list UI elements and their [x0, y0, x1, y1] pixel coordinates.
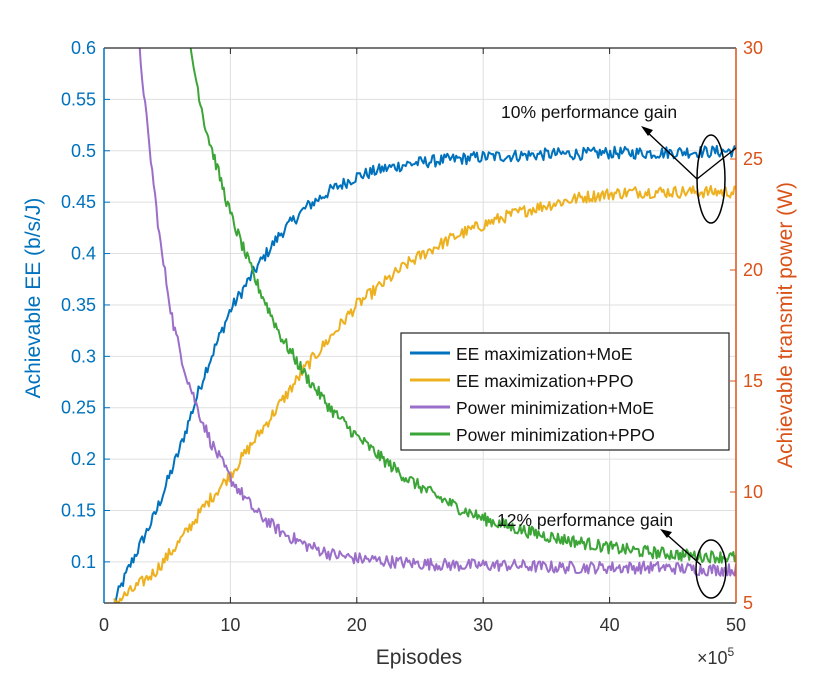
series-line-1	[113, 185, 736, 603]
legend-label-ee-moe: EE maximization+MoE	[456, 344, 633, 364]
left-tick-label: 0.25	[61, 398, 96, 418]
left-tick-label: 0.6	[71, 38, 96, 58]
left-tick-label: 0.35	[61, 295, 96, 315]
left-axis-label: Achievable EE (b/s/J)	[22, 198, 45, 399]
legend-label-power-ppo: Power minimization+PPO	[456, 425, 655, 445]
legend-label-power-moe: Power minimization+MoE	[456, 398, 654, 418]
legend-label-ee-ppo: EE maximization+PPO	[456, 371, 634, 391]
left-tick-label: 0.1	[71, 552, 96, 572]
axes	[103, 47, 737, 604]
right-tick-label: 10	[743, 482, 763, 502]
gain-arrow-top-tail	[696, 147, 737, 180]
legend-box	[400, 332, 730, 451]
x-tick-label: 50	[726, 615, 746, 635]
gain-arrowhead-top	[641, 126, 653, 136]
right-tick-label: 25	[743, 149, 763, 169]
left-tick-label: 0.2	[71, 449, 96, 469]
right-tick-label: 20	[743, 260, 763, 280]
gain-arrowhead-bottom	[660, 529, 672, 538]
series-line-3	[189, 48, 736, 564]
x-multiplier-exponent: 5	[728, 645, 735, 659]
x-tick-label: 20	[347, 615, 367, 635]
right-tick-label: 30	[743, 38, 763, 58]
left-tick-label: 0.4	[71, 244, 96, 264]
series-line-2	[138, 48, 736, 577]
right-tick-label: 5	[743, 593, 753, 613]
left-tick-label: 0.3	[71, 346, 96, 366]
right-tick-label: 15	[743, 371, 763, 391]
left-tick-label: 0.15	[61, 501, 96, 521]
tick-labels: 0 10 20 30 40 50 0.1 0.15 0.2 0.25 0.3 0.35 0.4 0.45 0…	[61, 38, 763, 635]
gain-arrow-bottom	[664, 532, 702, 566]
gain-ellipse-bottom	[695, 539, 727, 599]
annotations: 10% performance gain 12% performance gai…	[497, 102, 737, 599]
x-tick-label: 40	[600, 615, 620, 635]
annotation-bottom-text: 12% performance gain	[497, 510, 673, 530]
x-tick-label: 10	[220, 615, 240, 635]
left-tick-label: 0.5	[71, 141, 96, 161]
left-tick-label: 0.45	[61, 192, 96, 212]
annotation-top-text: 10% performance gain	[501, 102, 677, 122]
right-axis-label: Achievable transmit power (W)	[774, 182, 797, 468]
series-line-0	[113, 144, 736, 603]
x-multiplier-base: ×10	[697, 648, 728, 668]
legend: EE maximization+MoE EE maximization+PPO …	[400, 332, 730, 451]
x-tick-label: 30	[473, 615, 493, 635]
x-tick-label: 0	[99, 615, 109, 635]
left-tick-label: 0.55	[61, 89, 96, 109]
series-lines	[113, 48, 736, 603]
x-axis-multiplier: ×105	[697, 645, 735, 668]
x-axis-label: Episodes	[376, 646, 462, 669]
gain-arrow-top-head	[644, 129, 698, 180]
